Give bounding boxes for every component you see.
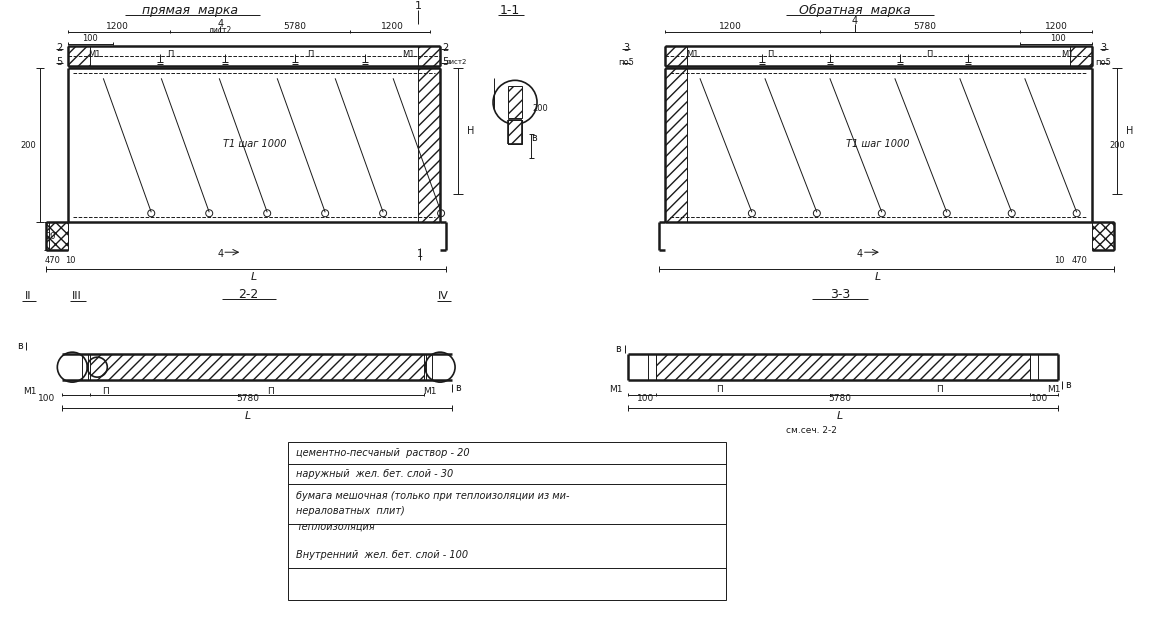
Text: Внутренний  жел. бет. слой - 100: Внутренний жел. бет. слой - 100 [296,550,468,560]
Text: 100: 100 [638,394,655,402]
Bar [1070,47,1091,67]
Text: 5780: 5780 [237,394,260,402]
Text: 1-1: 1-1 [500,4,520,17]
Text: 5: 5 [442,57,448,67]
Text: L: L [251,272,258,282]
Text: П: П [167,50,173,59]
Text: М1: М1 [609,384,623,394]
Text: в: в [1065,380,1071,390]
Text: 4: 4 [857,249,863,259]
Bar [418,47,440,67]
Text: 1200: 1200 [718,22,742,31]
Text: 100: 100 [82,34,98,43]
Text: М1: М1 [23,387,37,396]
Text: М1: М1 [88,50,100,59]
Text: наружный  жел. бет. слой - 30: наружный жел. бет. слой - 30 [296,469,454,479]
Text: М1: М1 [424,387,437,396]
Text: 100: 100 [38,394,55,402]
Text: 1200: 1200 [106,22,128,31]
Bar [289,442,725,600]
Text: 2: 2 [57,44,62,53]
Text: H: H [1126,126,1133,136]
Text: бумага мешочная (только при теплоизоляции из ми-: бумага мешочная (только при теплоизоляци… [296,491,569,501]
Text: П: П [102,387,109,396]
Text: 1200: 1200 [381,22,403,31]
Text: П: П [937,384,944,394]
Text: 100: 100 [1050,34,1066,43]
Text: в: в [455,383,461,393]
Text: М1: М1 [402,50,415,59]
Bar [90,354,424,380]
Text: 5780: 5780 [828,394,851,402]
Text: 1: 1 [417,249,423,259]
Text: 5780: 5780 [284,22,307,31]
Text: H: H [467,126,475,136]
Text: 4: 4 [217,249,223,259]
Bar [508,120,522,144]
Text: П: П [267,387,274,396]
Text: III: III [72,291,81,301]
Text: в: в [17,341,23,351]
Text: 3: 3 [623,44,629,53]
Text: 1200: 1200 [1045,22,1068,31]
Bar [665,68,687,222]
Text: Обратная  марка: Обратная марка [799,4,910,17]
Text: лист2: лист2 [209,26,232,35]
Text: I: I [493,97,495,108]
Bar [1091,222,1113,250]
Text: П: П [716,384,723,394]
Text: М1: М1 [686,50,698,59]
Text: 1: 1 [415,1,422,11]
Text: 200: 200 [532,104,547,113]
Text: П: П [926,50,933,59]
Text: 3: 3 [1101,44,1106,53]
Text: М1: М1 [1061,50,1074,59]
Text: 5: 5 [57,57,62,67]
Bar [46,222,68,250]
Bar [665,47,687,67]
Text: 100: 100 [1031,394,1049,402]
Text: L: L [245,411,252,421]
Text: Т1 шаг 1000: Т1 шаг 1000 [847,139,910,149]
Text: цементно-песчаный  раствор - 20: цементно-песчаный раствор - 20 [296,448,470,458]
Text: 4: 4 [851,16,858,26]
Text: П: П [307,50,313,59]
Text: 10: 10 [65,256,75,265]
Text: 470: 470 [1072,256,1088,265]
Text: 470: 470 [44,256,60,265]
Text: теплоизоляция: теплоизоляция [296,521,375,531]
Text: в: в [531,133,537,143]
Text: 5780: 5780 [914,22,937,31]
Text: см.сеч. 2-2: см.сеч. 2-2 [787,425,837,435]
Text: П: П [767,50,773,59]
Bar [508,86,522,118]
Text: прямая  марка: прямая марка [142,4,238,17]
Text: нераловатных  плит): нераловатных плит) [296,506,405,516]
Text: по5: по5 [618,58,634,67]
Text: IV: IV [438,291,448,301]
Bar [68,47,90,67]
Text: 200: 200 [21,141,36,150]
Text: в: в [616,344,621,354]
Text: 4: 4 [217,19,223,29]
Text: 10: 10 [1055,256,1065,265]
Bar [656,354,1030,380]
Bar [418,68,440,222]
Text: 3-3: 3-3 [829,288,850,300]
Text: L: L [874,272,881,282]
Text: L: L [836,411,843,421]
Text: 200: 200 [1110,141,1125,150]
Text: по5: по5 [1096,58,1111,67]
Text: лист2: лист2 [446,59,467,65]
Text: II: II [25,291,31,301]
Text: 20: 20 [45,232,55,241]
Text: М1: М1 [1046,384,1060,394]
Text: 2: 2 [442,44,448,53]
Text: Т1 шаг 1000: Т1 шаг 1000 [223,139,286,149]
Text: 2-2: 2-2 [238,288,259,300]
